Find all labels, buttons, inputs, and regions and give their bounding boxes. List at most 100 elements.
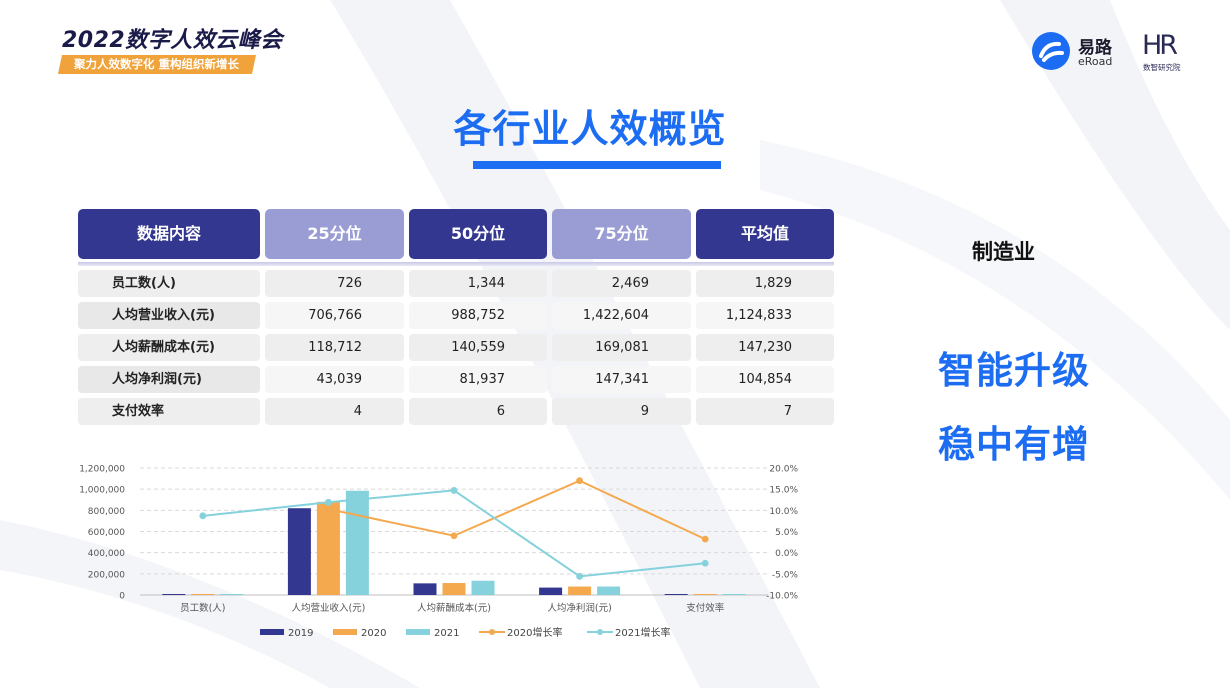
point-2021增长率: [199, 512, 207, 520]
bar-2021: [597, 586, 621, 595]
table-cell: 9: [552, 398, 691, 425]
table-cell: 147,341: [552, 366, 691, 393]
table-row-label: 支付效率: [78, 398, 260, 425]
bar-2019: [539, 587, 563, 595]
hr-logo: HR: [1142, 30, 1178, 61]
legend-label: 2020增长率: [507, 626, 562, 639]
bar-2019: [413, 583, 437, 595]
slogan-2: 稳中有增: [938, 423, 1090, 466]
legend-swatch: [406, 629, 430, 635]
event-tagline: 聚力人效数字化 重构组织新增长: [57, 55, 257, 74]
table-header-divider: [78, 262, 834, 266]
table-row-label: 人均薪酬成本(元): [78, 334, 260, 361]
eroad-name-cn: 易路: [1078, 38, 1112, 58]
table-cell: 988,752: [409, 302, 547, 329]
bar-2020: [568, 586, 592, 595]
table-cell: 140,559: [409, 334, 547, 361]
combo-chart: 0 200,000 400,000 600,000 800,000 1,000,000 1,…: [79, 465, 799, 640]
bar-2020: [316, 501, 340, 595]
table-cell: 7: [696, 398, 834, 425]
bar-2020: [191, 594, 215, 595]
y-left-tick-label: 0: [119, 592, 125, 602]
x-tick-label: 支付效率: [686, 602, 725, 614]
point-2021增长率: [576, 572, 583, 580]
y-right-tick-label: 20.0%: [769, 465, 798, 475]
data-table: 数据内容 25分位 50分位 75分位 平均值 员工数(人) 726 1,344…: [78, 209, 834, 430]
y-left-tick-label: 1,200,000: [79, 465, 125, 475]
x-tick-label: 人均营业收入(元): [291, 602, 365, 614]
table-cell: 706,766: [265, 302, 404, 329]
table-cell: 726: [265, 270, 404, 297]
legend-swatch-marker: [489, 629, 495, 635]
hr-logo-subtitle: 数智研究院: [1143, 63, 1181, 72]
point-2020增长率: [701, 535, 709, 543]
bar-2021: [220, 594, 244, 595]
table-cell: 147,230: [696, 334, 834, 361]
bar-2021: [345, 490, 369, 595]
y-right-tick-label: 0.0%: [775, 549, 798, 559]
legend-label: 2020: [361, 628, 386, 639]
table-cell: 169,081: [552, 334, 691, 361]
table-row-label: 人均净利润(元): [78, 366, 260, 393]
bar-2021: [722, 594, 746, 595]
event-title: 2022数字人效云峰会: [62, 28, 283, 53]
table-cell: 6: [409, 398, 547, 425]
bar-2019: [664, 594, 688, 595]
legend-label: 2021增长率: [615, 626, 670, 639]
bar-2020: [693, 594, 717, 595]
table-cell: 81,937: [409, 366, 547, 393]
point-2020增长率: [450, 532, 458, 540]
y-left-tick-label: 1,000,000: [79, 486, 125, 496]
table-cell: 2,469: [552, 270, 691, 297]
y-right-tick-label: -5.0%: [772, 570, 799, 580]
point-2020增长率: [576, 477, 583, 485]
eroad-name-en: eRoad: [1078, 55, 1113, 68]
y-left-tick-label: 600,000: [88, 528, 125, 538]
table-cell: 118,712: [265, 334, 404, 361]
title-underline: [473, 161, 721, 169]
slogan-1: 智能升级: [938, 349, 1090, 392]
table-row: 支付效率 4 6 9 7: [78, 398, 834, 425]
y-left-tick-label: 200,000: [88, 570, 125, 580]
point-2021增长率: [701, 559, 709, 567]
bar-2020: [442, 583, 466, 595]
x-tick-label: 员工数(人): [180, 602, 225, 614]
bar-2019: [287, 508, 311, 595]
table-row-label: 员工数(人): [78, 270, 260, 297]
table-cell: 1,829: [696, 270, 834, 297]
table-cell: 1,422,604: [552, 302, 691, 329]
bar-2019: [162, 594, 186, 595]
y-left-tick-label: 400,000: [88, 549, 125, 559]
table-header-cell: 25分位: [265, 209, 404, 259]
table-header-cell: 平均值: [696, 209, 834, 259]
table-cell: 104,854: [696, 366, 834, 393]
table-cell: 43,039: [265, 366, 404, 393]
page-title: 各行业人效概览: [453, 107, 727, 151]
y-left-tick-label: 800,000: [88, 507, 125, 517]
table-header-row: 数据内容 25分位 50分位 75分位 平均值: [78, 209, 834, 259]
x-tick-label: 人均薪酬成本(元): [417, 602, 491, 614]
table-header-cell: 75分位: [552, 209, 691, 259]
table-cell: 4: [265, 398, 404, 425]
table-cell: 1,124,833: [696, 302, 834, 329]
table-header-cell: 50分位: [409, 209, 547, 259]
y-right-tick-label: 15.0%: [769, 486, 798, 496]
legend-swatch: [260, 629, 284, 635]
y-right-tick-label: 5.0%: [775, 528, 798, 538]
point-2021增长率: [325, 498, 332, 506]
bar-2021: [471, 580, 495, 595]
y-right-tick-label: -10.0%: [766, 592, 798, 602]
table-header-cell: 数据内容: [78, 209, 260, 259]
industry-label: 制造业: [972, 240, 1035, 264]
point-2021增长率: [450, 487, 458, 494]
table-row: 人均净利润(元) 43,039 81,937 147,341 104,854: [78, 366, 834, 393]
y-right-tick-label: 10.0%: [769, 507, 798, 517]
legend-swatch: [333, 629, 357, 635]
table-row: 人均薪酬成本(元) 118,712 140,559 169,081 147,23…: [78, 334, 834, 361]
legend-swatch-marker: [597, 629, 603, 635]
x-tick-label: 人均净利润(元): [547, 602, 611, 614]
legend-label: 2021: [434, 628, 459, 639]
table-row: 人均营业收入(元) 706,766 988,752 1,422,604 1,12…: [78, 302, 834, 329]
table-row-label: 人均营业收入(元): [78, 302, 260, 329]
legend-label: 2019: [288, 628, 313, 639]
